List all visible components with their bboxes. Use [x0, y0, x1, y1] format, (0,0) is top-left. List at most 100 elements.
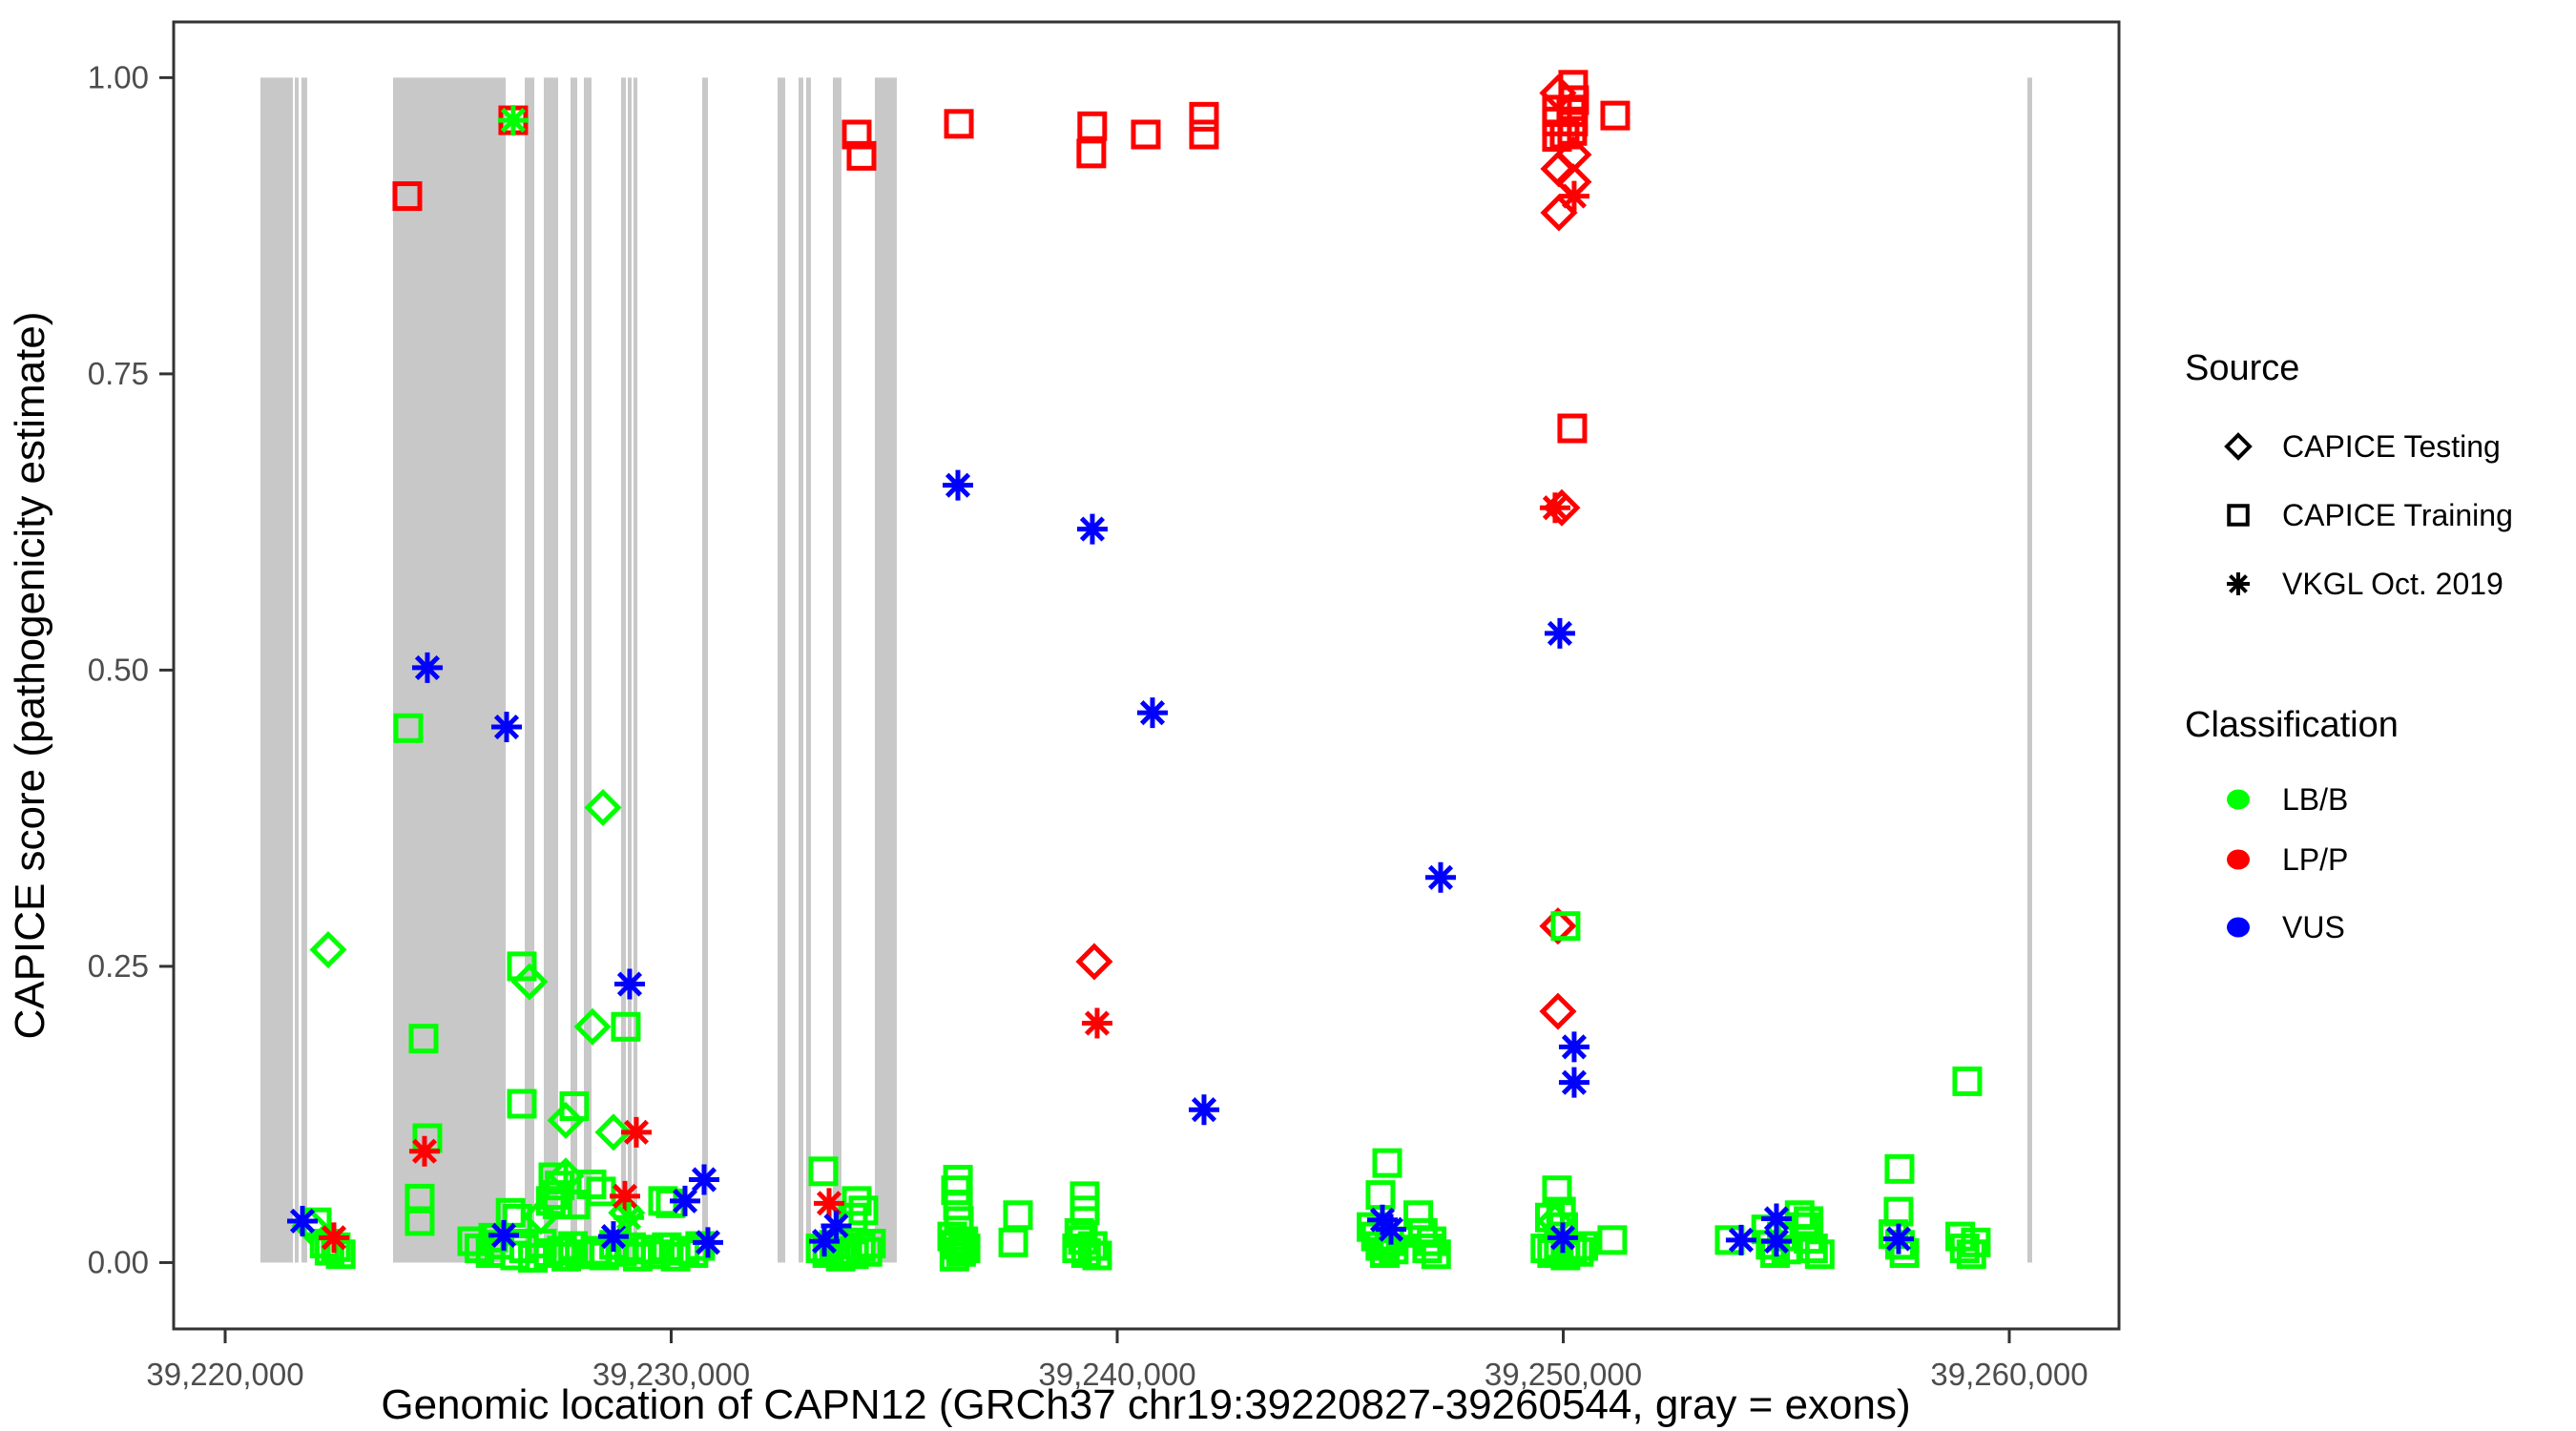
marker-square: [1884, 1153, 1915, 1184]
exon-band: [294, 77, 299, 1263]
marker-diamond: [573, 1007, 612, 1046]
marker-square: [856, 1229, 886, 1259]
marker-asterisk: [1760, 1203, 1792, 1234]
marker-square: [1550, 911, 1581, 942]
exon-band: [620, 77, 626, 1263]
marker-asterisk: [1539, 492, 1570, 524]
marker-square: [1952, 1066, 1983, 1096]
marker-asterisk: [1544, 617, 1575, 649]
marker-asterisk: [813, 1188, 844, 1219]
marker-square: [2227, 504, 2250, 527]
legend-item-diamond: CAPICE Testing: [2224, 429, 2501, 464]
legend-item-label: CAPICE Testing: [2282, 429, 2501, 464]
x-axis-title: Genomic location of CAPN12 (GRCh37 chr19…: [381, 1381, 1910, 1428]
marker-asterisk: [2227, 572, 2250, 595]
marker-asterisk: [411, 652, 443, 683]
x-tick-label: 39,240,000: [1038, 1357, 1195, 1392]
marker-asterisk: [1076, 513, 1108, 545]
exon-band: [701, 77, 709, 1263]
marker-square: [393, 713, 424, 743]
legend-source-items: CAPICE Testing CAPICE Training VKGL Oct. 2…: [2224, 429, 2513, 601]
marker-asterisk: [943, 469, 973, 501]
marker-square: [408, 1024, 439, 1054]
marker-square: [846, 140, 877, 171]
marker-square: [405, 1206, 435, 1236]
marker-square: [392, 181, 423, 212]
marker-square: [841, 119, 872, 150]
plot-panel-border: [172, 20, 2121, 1331]
marker-asterisk: [669, 1185, 700, 1216]
marker-diamond: [1539, 907, 1577, 945]
marker-asterisk: [1424, 861, 1456, 893]
legend-item-asterisk: VKGL Oct. 2019: [2227, 567, 2503, 601]
y-tick-label: 0.75: [88, 356, 149, 391]
marker-asterisk: [613, 968, 645, 1000]
marker-square: [1082, 1240, 1112, 1271]
marker-square: [1804, 1239, 1835, 1270]
marker-asterisk: [808, 1226, 840, 1257]
marker-diamond: [1539, 992, 1577, 1030]
marker-square: [1064, 1217, 1094, 1248]
marker-asterisk: [490, 712, 522, 743]
exon-band: [633, 77, 638, 1263]
marker-square: [507, 951, 537, 982]
marker-square: [1131, 119, 1161, 150]
marker-asterisk: [1882, 1223, 1914, 1255]
marker-square: [1797, 1234, 1828, 1264]
exon-band: [628, 77, 632, 1263]
marker-square: [576, 1169, 607, 1199]
x-tick-label: 39,230,000: [592, 1357, 750, 1392]
marker-diamond: [1075, 943, 1113, 981]
marker-asterisk: [1081, 1007, 1112, 1039]
marker-square: [838, 1202, 868, 1233]
legend-item-label: VUS: [2282, 910, 2345, 944]
marker-square: [611, 1011, 641, 1042]
exon-band: [2026, 77, 2032, 1263]
marker-asterisk: [613, 1202, 645, 1234]
marker-asterisk: [408, 1135, 440, 1167]
marker-square: [950, 1234, 981, 1264]
legend-item-label: LB/B: [2282, 782, 2348, 817]
y-tick-label: 0.25: [88, 948, 149, 984]
exon-band: [874, 77, 897, 1263]
legend-classification-items: LB/B LP/P VUS: [2227, 782, 2348, 944]
marker-square: [1794, 1206, 1824, 1236]
legend: Source CAPICE Testing CAPICE Training VKGL…: [2185, 348, 2513, 944]
marker-square: [1076, 138, 1107, 169]
exon-band: [525, 77, 535, 1263]
marker-square: [545, 1171, 575, 1201]
marker-square: [1557, 413, 1588, 444]
marker-asterisk: [1136, 697, 1168, 729]
marker-diamond: [510, 963, 549, 1001]
legend-color-dot: [2227, 849, 2250, 870]
y-axis-title: CAPICE score (pathogenicity estimate): [7, 312, 53, 1040]
marker-asterisk: [1547, 1222, 1578, 1254]
marker-asterisk: [1375, 1213, 1406, 1245]
marker-square: [1961, 1227, 1991, 1257]
marker-square: [1365, 1180, 1396, 1211]
y-axis: 0.00 0.25 0.50 0.75 1.00: [88, 59, 174, 1279]
marker-square: [808, 1156, 839, 1187]
legend-item-lb-b: LB/B: [2227, 782, 2348, 817]
marker-asterisk: [488, 1219, 519, 1251]
marker-asterisk: [692, 1227, 723, 1258]
marker-square: [852, 1236, 883, 1267]
marker-square: [1542, 121, 1572, 152]
legend-item-square: CAPICE Training: [2227, 498, 2513, 532]
legend-item-vus: VUS: [2227, 910, 2345, 944]
marker-diamond: [594, 1113, 633, 1151]
x-tick-label: 39,250,000: [1485, 1357, 1642, 1392]
marker-square: [1600, 100, 1631, 131]
exon-band: [806, 77, 811, 1263]
marker-asterisk: [821, 1210, 852, 1241]
exon-band: [301, 77, 307, 1263]
marker-asterisk: [1725, 1224, 1756, 1255]
marker-square: [944, 109, 974, 139]
marker-asterisk: [497, 105, 529, 136]
y-tick-label: 1.00: [88, 59, 149, 94]
marker-square: [943, 1191, 973, 1221]
marker-asterisk: [1188, 1094, 1219, 1126]
marker-asterisk: [318, 1222, 349, 1254]
marker-asterisk: [688, 1164, 719, 1195]
exon-band: [570, 77, 577, 1263]
